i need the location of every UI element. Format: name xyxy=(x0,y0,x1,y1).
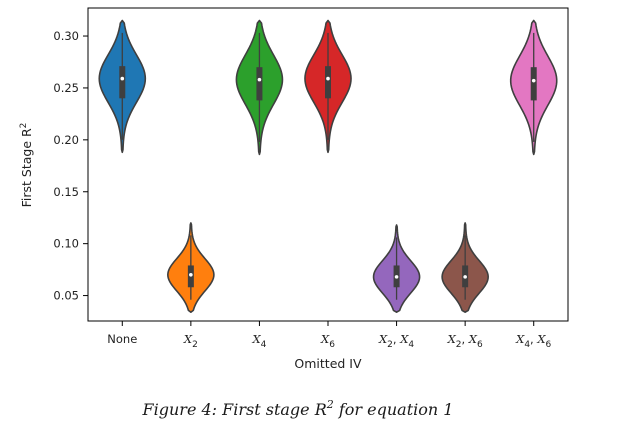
y-tick-label: 0.30 xyxy=(53,29,79,43)
y-axis-label-group: First Stage R2 xyxy=(19,123,34,208)
x-tick-label: X2, X6 xyxy=(447,332,483,350)
y-tick-label: 0.20 xyxy=(53,133,79,147)
violin-median-point xyxy=(394,275,399,279)
y-axis-label-text: First Stage R xyxy=(19,128,34,207)
violin-median-point xyxy=(120,76,125,81)
caption-prefix: Figure 4: First stage xyxy=(142,400,315,419)
caption-suffix: for equation 1 xyxy=(334,400,454,419)
violin-iqr-box xyxy=(325,66,331,99)
y-axis-label-sup: 2 xyxy=(19,123,29,129)
y-axis-label: First Stage R2 xyxy=(19,123,34,208)
caption-math-sup: 2 xyxy=(326,398,334,411)
violin-series xyxy=(98,19,558,313)
violin-median-point xyxy=(463,275,467,279)
x-axis: None X2 X4 X6 X2, X4 X2, X6 X4, X6 xyxy=(107,321,552,350)
y-tick-label: 0.15 xyxy=(53,185,79,199)
x-tick-label: X4, X6 xyxy=(515,332,551,350)
x-tick-label: None xyxy=(107,332,137,346)
violin-iqr-box xyxy=(256,67,263,101)
violin-iqr-box xyxy=(119,66,126,99)
x-axis-label: Omitted IV xyxy=(294,356,362,371)
x-tick-label: X2 xyxy=(183,332,198,350)
x-tick-label: X4 xyxy=(251,332,266,350)
violin-iqr-box xyxy=(530,67,537,101)
x-tick-label: X6 xyxy=(320,332,335,350)
violin-median-point xyxy=(189,273,193,277)
y-axis: 0.05 0.10 0.15 0.20 0.25 0.30 xyxy=(53,29,88,303)
violin-median-point xyxy=(326,76,330,81)
y-tick-label: 0.10 xyxy=(53,237,79,251)
y-tick-label: 0.25 xyxy=(53,81,79,95)
x-tick-label: X2, X4 xyxy=(378,332,414,350)
violin-median-point xyxy=(531,78,536,83)
figure-caption: Figure 4: First stage R2 for equation 1 xyxy=(142,398,454,419)
y-tick-label: 0.05 xyxy=(53,289,79,303)
violin-median-point xyxy=(257,77,262,82)
caption-math-base: R xyxy=(314,400,327,419)
